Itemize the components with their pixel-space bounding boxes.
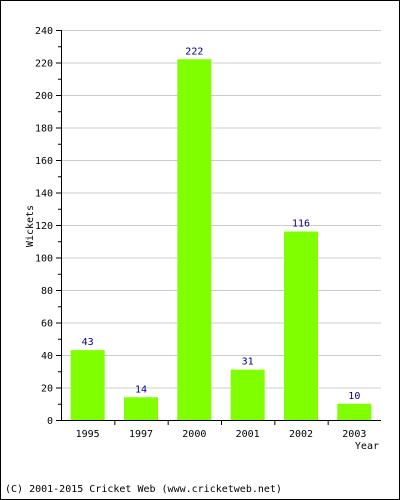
value-label-1997: 14 [135,384,147,395]
bars [70,59,372,420]
y-tick-label: 140 [35,189,53,200]
y-tick-label: 180 [35,124,53,135]
y-tick-label: 20 [41,384,53,395]
x-tick-label-1995: 1995 [76,429,100,440]
y-tick-label: 80 [41,286,53,297]
y-tick-label: 200 [35,91,53,102]
x-axis-title: Year [355,441,379,452]
bar-1997 [124,397,158,420]
y-tick-labels: 0 20 40 60 80 100 120 140 160 180 200 220 240 [35,26,53,427]
bar-2003 [337,403,372,420]
x-tick-label-2001: 2001 [236,429,260,440]
y-tick-label: 40 [41,351,53,362]
y-tick-label: 0 [47,416,53,427]
y-tick-label: 160 [35,156,53,167]
value-label-2001: 31 [242,357,254,368]
y-tick-label: 120 [35,221,53,232]
y-tick-label: 220 [35,59,53,70]
value-labels: 43 14 222 31 116 10 [82,46,361,402]
value-label-1995: 43 [82,337,94,348]
y-tick-label: 100 [35,254,53,265]
x-tick-label-2003: 2003 [342,429,366,440]
value-label-2003: 10 [348,391,360,402]
grid-lines [61,30,381,389]
x-tick-label-1997: 1997 [129,429,153,440]
x-tick-label-2000: 2000 [182,429,206,440]
copyright-footer: (C) 2001-2015 Cricket Web (www.cricketwe… [5,484,282,495]
value-label-2000: 222 [185,46,203,57]
bar-2002 [284,231,318,420]
x-tick-labels: 1995 1997 2000 2001 2002 2003 [76,429,367,440]
y-tick-label: 60 [41,319,53,330]
value-label-2002: 116 [292,219,310,230]
y-tick-label: 240 [35,26,53,37]
axes [56,30,381,425]
x-tick-label-2002: 2002 [289,429,313,440]
bar-2001 [230,369,265,420]
y-axis-title: Wickets [25,205,36,247]
bar-1995 [70,350,105,420]
bar-2000 [177,59,212,420]
